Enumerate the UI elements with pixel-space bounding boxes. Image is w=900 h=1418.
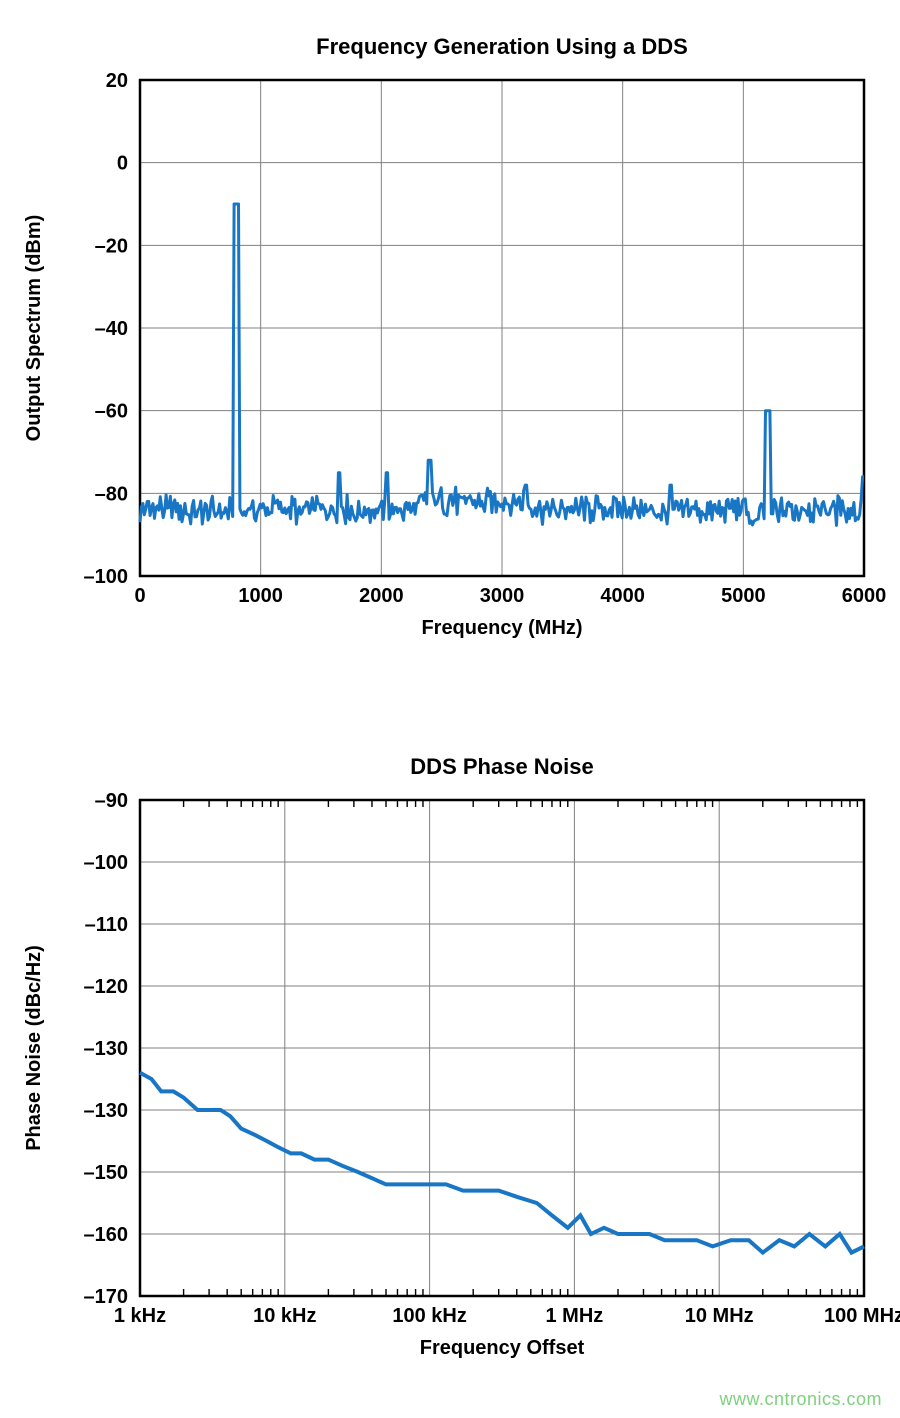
phase-noise-chart-svg: 1 kHz 10 kHz 100 kHz 1 MHz 10 MHz 100 MHz –170… — [0, 740, 900, 1380]
svg-text:1 kHz: 1 kHz — [114, 1305, 166, 1327]
svg-text:0: 0 — [134, 585, 145, 607]
svg-text:5000: 5000 — [721, 585, 766, 607]
svg-text:20: 20 — [106, 70, 128, 92]
svg-text:–100: –100 — [84, 852, 129, 874]
spectrum-chart: 0 1000 2000 3000 4000 5000 6000 –100 –80 –60 –40 –2… — [0, 20, 900, 660]
svg-text:–90: –90 — [95, 790, 128, 812]
svg-text:–130: –130 — [84, 1100, 129, 1122]
svg-text:10 MHz: 10 MHz — [685, 1305, 754, 1327]
svg-text:Output Spectrum (dBm): Output Spectrum (dBm) — [23, 215, 45, 442]
svg-text:–170: –170 — [84, 1286, 129, 1308]
svg-text:Phase Noise (dBc/Hz): Phase Noise (dBc/Hz) — [23, 945, 45, 1151]
svg-text:–100: –100 — [84, 566, 129, 588]
svg-text:1 MHz: 1 MHz — [546, 1305, 604, 1327]
svg-text:3000: 3000 — [480, 585, 525, 607]
svg-text:Frequency (MHz): Frequency (MHz) — [421, 617, 582, 639]
svg-text:100 kHz: 100 kHz — [392, 1305, 467, 1327]
svg-text:0: 0 — [117, 153, 128, 175]
svg-text:–80: –80 — [95, 483, 128, 505]
watermark-text: www.cntronics.com — [719, 1389, 882, 1410]
svg-text:1000: 1000 — [238, 585, 283, 607]
svg-text:100 MHz: 100 MHz — [824, 1305, 900, 1327]
svg-text:–160: –160 — [84, 1224, 129, 1246]
phase-noise-chart: 1 kHz 10 kHz 100 kHz 1 MHz 10 MHz 100 MHz –170… — [0, 740, 900, 1380]
svg-text:–120: –120 — [84, 976, 129, 998]
svg-text:–60: –60 — [95, 401, 128, 423]
svg-text:10 kHz: 10 kHz — [253, 1305, 316, 1327]
svg-text:–130: –130 — [84, 1038, 129, 1060]
page: 0 1000 2000 3000 4000 5000 6000 –100 –80 –60 –40 –2… — [0, 0, 900, 1418]
svg-text:–20: –20 — [95, 235, 128, 257]
svg-text:–40: –40 — [95, 318, 128, 340]
svg-text:–110: –110 — [85, 914, 128, 936]
svg-text:2000: 2000 — [359, 585, 404, 607]
svg-text:6000: 6000 — [842, 585, 887, 607]
svg-text:Frequency Offset: Frequency Offset — [420, 1337, 585, 1359]
svg-text:4000: 4000 — [600, 585, 645, 607]
svg-text:Frequency Generation Using a D: Frequency Generation Using a DDS — [316, 34, 688, 59]
svg-text:–150: –150 — [84, 1162, 129, 1184]
svg-text:DDS Phase Noise: DDS Phase Noise — [410, 754, 593, 779]
spectrum-chart-svg: 0 1000 2000 3000 4000 5000 6000 –100 –80 –60 –40 –2… — [0, 20, 900, 660]
